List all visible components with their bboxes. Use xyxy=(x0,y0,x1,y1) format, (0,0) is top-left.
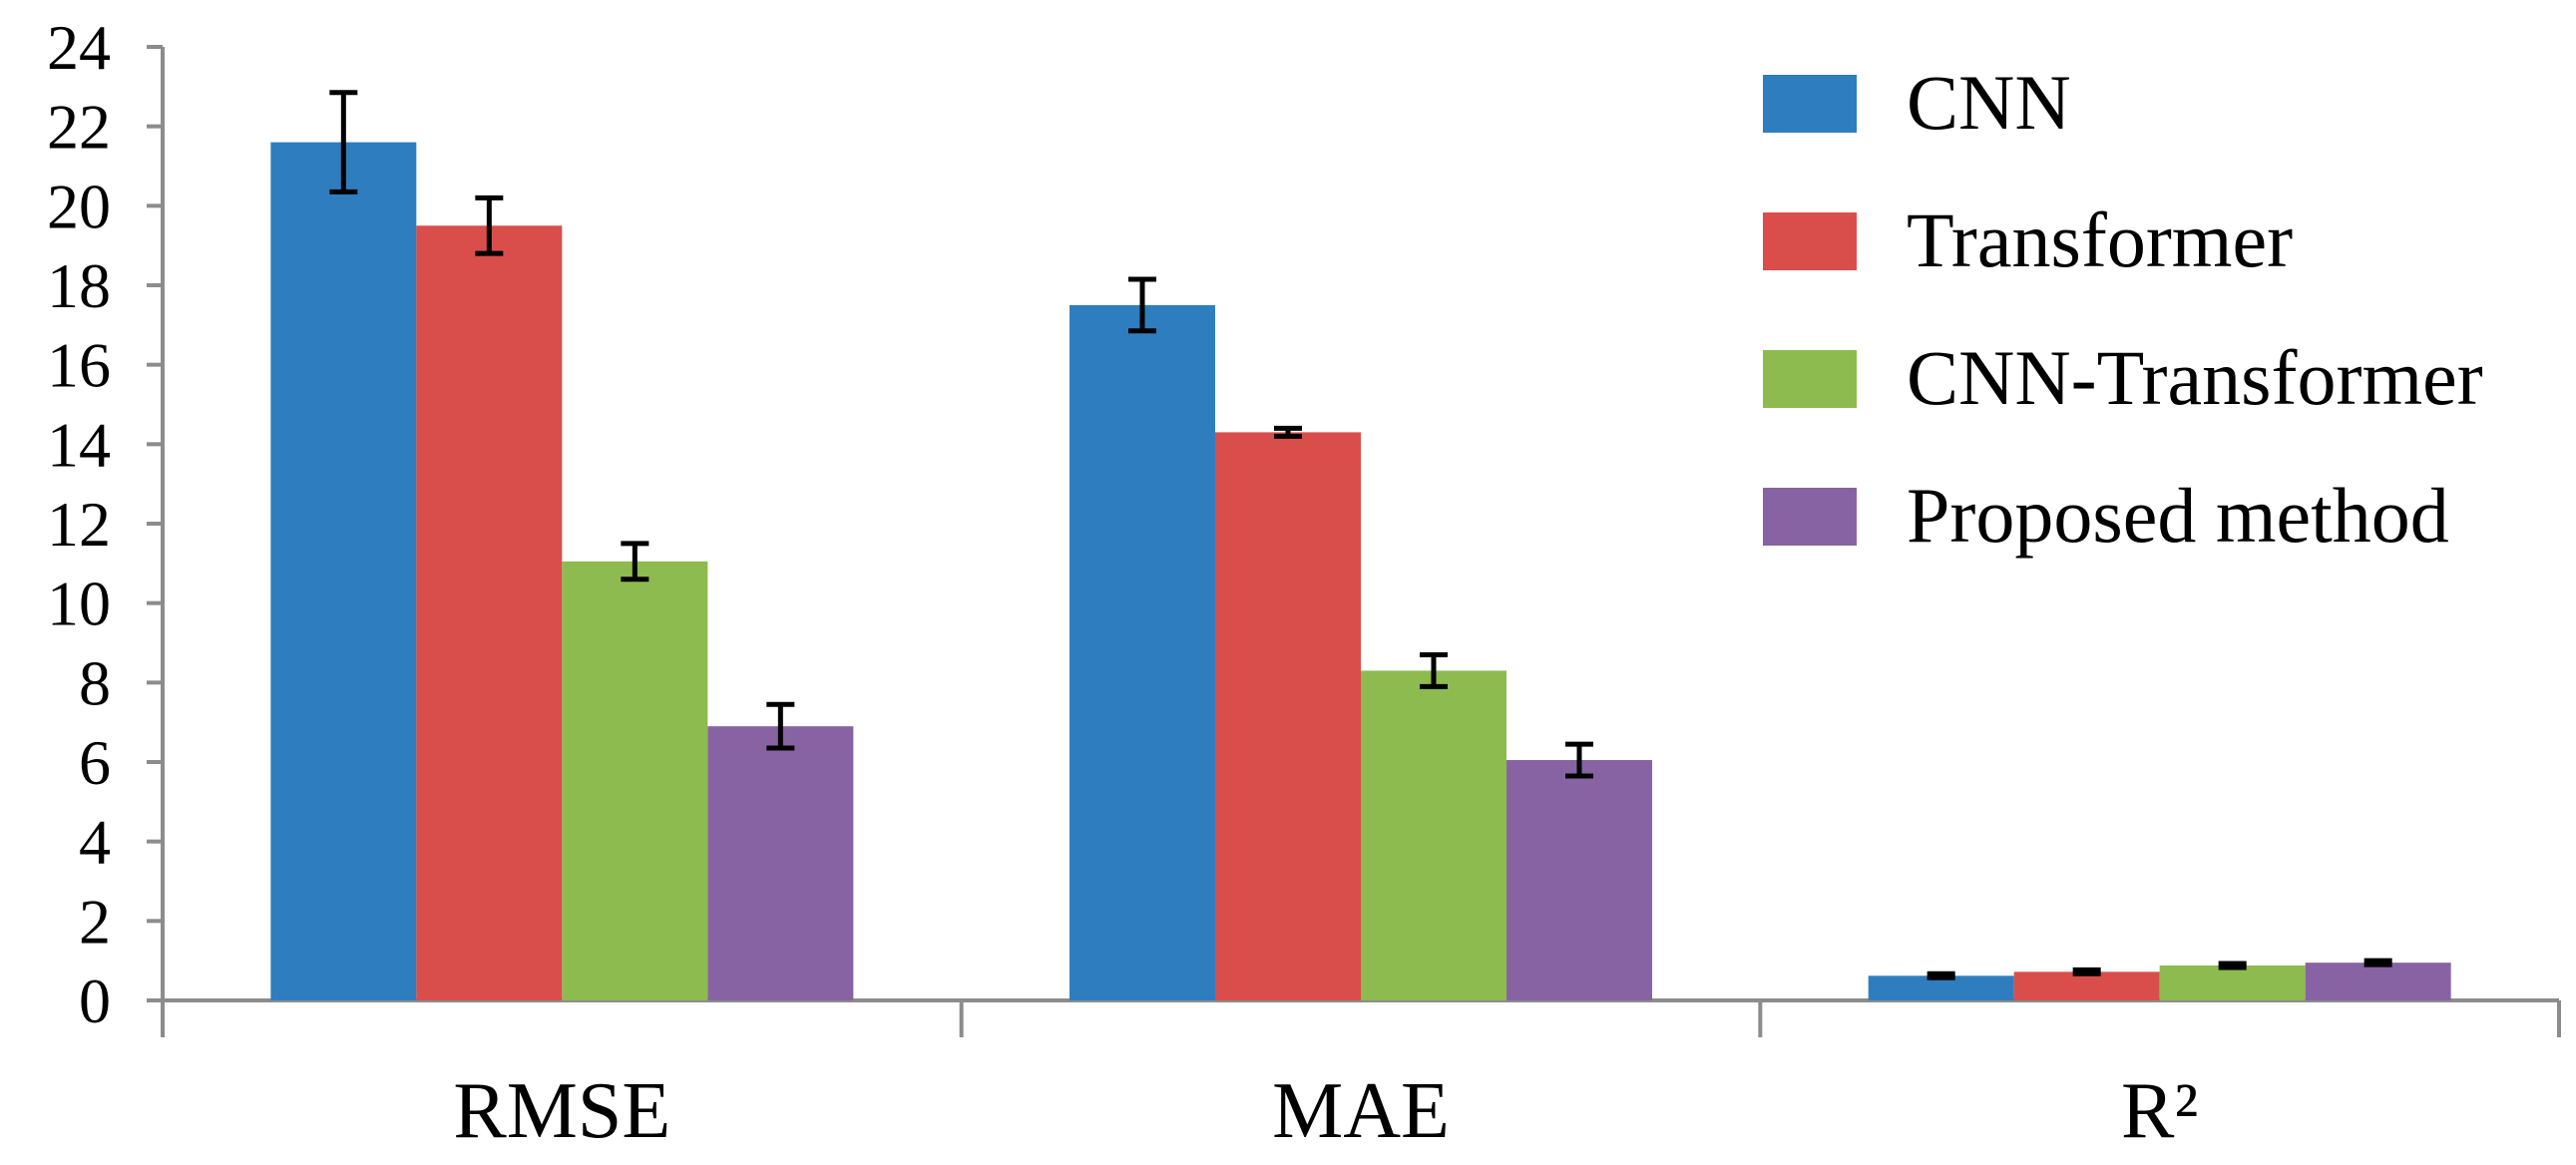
y-tick-label: 4 xyxy=(79,807,111,878)
bar xyxy=(1070,304,1215,1001)
x-category-label: MAE xyxy=(1272,1067,1450,1155)
bar xyxy=(1361,670,1506,1000)
legend: CNN Transformer CNN-Transformer Proposed me… xyxy=(1763,59,2483,559)
error-bar xyxy=(1274,425,1302,439)
legend-swatch xyxy=(1763,75,1857,133)
error-bar xyxy=(1420,651,1448,689)
y-tick-label: 16 xyxy=(47,330,111,401)
y-tick-label: 18 xyxy=(47,250,111,321)
error-bar xyxy=(2363,958,2392,968)
bar xyxy=(270,142,417,1001)
y-tick-label: 6 xyxy=(79,727,111,798)
error-bar xyxy=(2218,961,2247,971)
bar xyxy=(416,225,563,1000)
y-tick-label: 14 xyxy=(47,409,111,480)
y-tick-label: 10 xyxy=(47,569,111,639)
error-bars xyxy=(329,90,2392,980)
y-tick-label: 24 xyxy=(47,12,111,83)
bar xyxy=(1506,760,1652,1000)
bar xyxy=(2305,963,2451,1000)
error-bar xyxy=(2072,967,2101,976)
legend-swatch xyxy=(1763,488,1857,546)
bar xyxy=(2159,965,2306,1000)
bar xyxy=(2013,971,2160,1000)
bar xyxy=(562,561,708,1000)
y-tick-label: 12 xyxy=(47,489,111,560)
legend-label: Transformer xyxy=(1907,196,2293,283)
bar xyxy=(707,726,854,1000)
error-bar xyxy=(1128,276,1156,334)
error-bar xyxy=(1927,971,1955,980)
bar xyxy=(1215,432,1361,1001)
x-category-label: R² xyxy=(2121,1067,2198,1155)
legend-label: Proposed method xyxy=(1907,472,2449,559)
y-tick-label: 8 xyxy=(79,647,111,718)
y-tick-label: 2 xyxy=(79,886,111,957)
x-axis: RMSE MAE R² xyxy=(161,998,2561,1155)
legend-label: CNN xyxy=(1907,59,2071,146)
legend-swatch xyxy=(1763,212,1857,270)
error-bar xyxy=(329,90,358,194)
x-category-label: RMSE xyxy=(453,1067,670,1155)
error-bar xyxy=(621,541,649,582)
y-tick-label: 20 xyxy=(47,171,111,241)
error-bar xyxy=(766,701,795,751)
legend-label: CNN-Transformer xyxy=(1907,334,2483,421)
error-bar xyxy=(1565,741,1593,779)
legend-swatch xyxy=(1763,350,1857,408)
y-tick-label: 22 xyxy=(47,92,111,163)
y-tick-label: 0 xyxy=(79,966,111,1036)
error-bar xyxy=(475,194,504,256)
bars xyxy=(270,142,2451,1001)
